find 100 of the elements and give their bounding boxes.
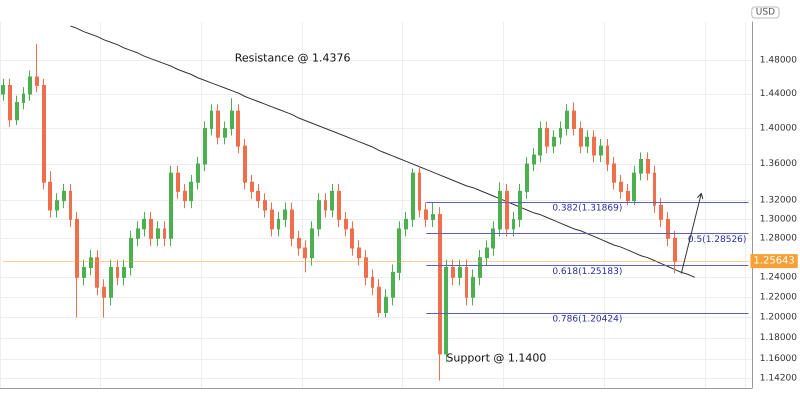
candlestick: [458, 259, 462, 286]
candlestick: [236, 104, 240, 154]
annotation: Resistance @ 1.4376: [234, 52, 350, 65]
candlestick: [203, 121, 207, 172]
candlestick: [532, 147, 536, 172]
y-tick-label: 1.20000: [760, 312, 798, 323]
candlestick: [552, 130, 556, 154]
candlestick: [491, 220, 495, 256]
candlestick: [8, 78, 12, 128]
candlestick: [230, 98, 234, 136]
y-tick-label: 1.16000: [760, 354, 798, 364]
candlestick: [270, 202, 274, 237]
candlestick: [116, 259, 119, 286]
candlestick: [1, 78, 5, 102]
candlestick: [364, 249, 368, 286]
candlestick: [465, 259, 468, 306]
candlestick: [290, 202, 294, 247]
candlestick: [82, 259, 86, 286]
candlestick: [317, 192, 321, 237]
y-tick-label: 1.28000: [760, 233, 798, 244]
candlestick: [263, 192, 267, 218]
ref-line-label: 0.382(1.31869): [552, 203, 622, 214]
candlestick: [619, 174, 623, 200]
annotation: Support @ 1.1400: [446, 352, 546, 365]
candlestick: [357, 240, 361, 266]
y-tick-label: 1.14200: [760, 373, 798, 384]
candlestick: [22, 86, 25, 110]
y-tick-label: 1.44000: [760, 88, 798, 99]
candlestick: [646, 152, 650, 181]
candlestick: [391, 264, 395, 306]
y-tick-label: 1.32000: [760, 196, 798, 206]
candlestick: [35, 43, 39, 93]
candlestick: [196, 156, 200, 190]
candlestick: [592, 130, 596, 163]
candlestick: [15, 95, 19, 126]
candlestick: [163, 220, 166, 247]
candlestick: [48, 170, 52, 218]
y-tick-label: 1.36000: [760, 159, 798, 170]
candlestick: [565, 104, 569, 136]
candlestick: [122, 259, 126, 286]
candlestick: [102, 278, 106, 318]
candlestick: [444, 259, 448, 363]
candlestick: [256, 184, 260, 209]
candlestick: [418, 165, 421, 218]
candlestick: [451, 259, 455, 286]
candlestick: [156, 220, 160, 247]
candlestick: [223, 121, 227, 145]
candlestick: [512, 211, 515, 237]
y-tick-label: 1.48000: [760, 55, 798, 66]
candlestick: [518, 184, 522, 228]
candlestick: [411, 168, 415, 228]
candlestick: [612, 156, 616, 190]
candlestick: [337, 184, 341, 228]
ref-line-label: 1.25643: [753, 256, 795, 267]
candlestick: [666, 211, 670, 247]
candlestick: [632, 165, 636, 206]
candlestick: [579, 121, 583, 154]
candlestick: [572, 102, 576, 136]
candlestick: [283, 202, 287, 228]
candlestick: [149, 211, 153, 247]
candlestick: [538, 121, 542, 163]
candlestick: [142, 211, 146, 237]
candlestick: [250, 174, 254, 200]
candlestick: [478, 249, 482, 286]
candlestick: [377, 278, 381, 318]
ref-line-label: 0.618(1.25183): [552, 267, 622, 278]
candlestick: [485, 240, 489, 266]
y-axis-title: USD: [756, 8, 776, 18]
candlestick: [397, 220, 401, 281]
candlestick: [498, 182, 502, 237]
candlestick: [585, 130, 589, 154]
candlestick: [42, 78, 46, 190]
candlestick: [431, 202, 435, 228]
candlestick: [89, 249, 93, 276]
candlestick: [324, 192, 327, 218]
candlestick: [69, 184, 72, 228]
candlestick: [659, 197, 663, 228]
candlestick: [210, 104, 213, 136]
y-tick-label: 1.30000: [760, 214, 798, 224]
candlestick: [673, 230, 677, 274]
ref-line-label: 0.786(1.20424): [552, 314, 622, 325]
candlestick: [75, 211, 79, 318]
candlestick: [424, 202, 428, 228]
candlestick: [169, 165, 173, 247]
candlestick: [559, 121, 562, 145]
candlestick: [639, 152, 643, 181]
candlestick: [109, 259, 113, 306]
candlestick: [330, 184, 334, 218]
candlestick: [344, 211, 348, 237]
candlestick: [303, 240, 307, 273]
candlestick: [189, 174, 193, 209]
candlestick: [505, 184, 509, 237]
candlestick: [176, 165, 180, 200]
candlestick: [216, 104, 220, 145]
candlestick: [277, 211, 280, 237]
candlestick: [599, 138, 603, 163]
candlestick: [55, 192, 59, 218]
candlestick: [438, 206, 442, 381]
candlestick: [297, 230, 301, 256]
candlestick: [62, 184, 66, 209]
